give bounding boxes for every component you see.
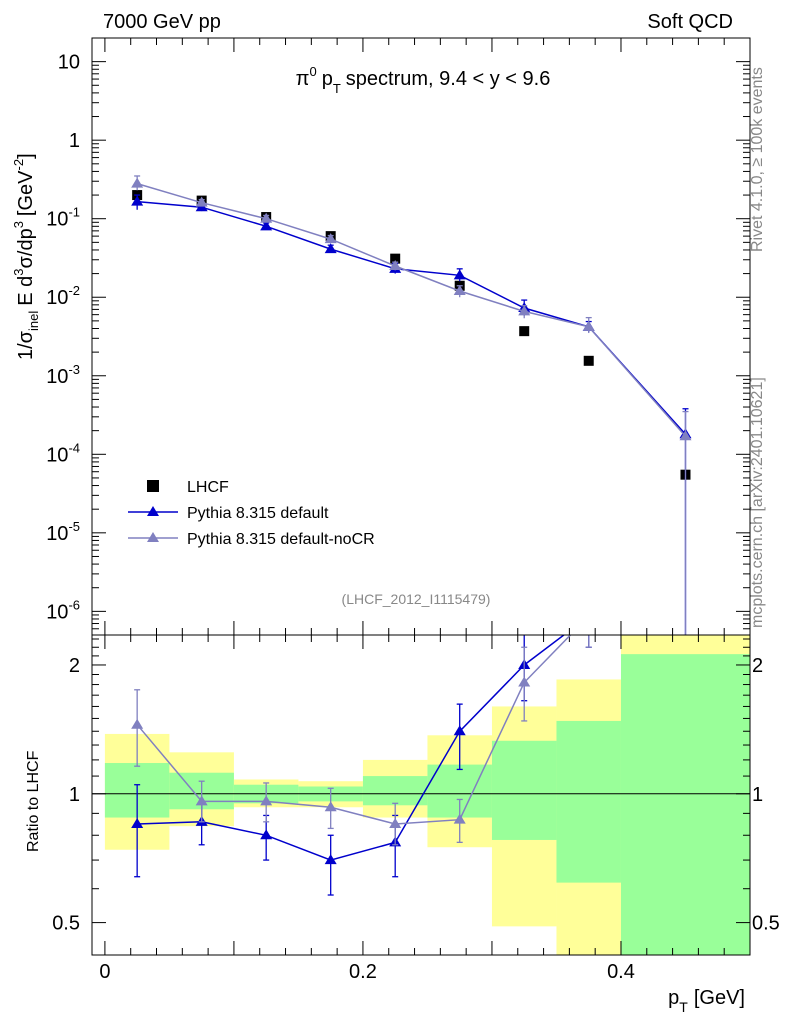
chart-title: π0 pT spectrum, 9.4 < y < 9.6 xyxy=(296,64,551,96)
mc-data-point xyxy=(453,285,466,296)
ratio-y-tick-label-right: 1 xyxy=(752,784,763,806)
ratio-data-point xyxy=(195,795,208,806)
legend-label-lhcf: LHCF xyxy=(187,479,229,496)
mc-data-point xyxy=(131,177,144,188)
mc-data-point xyxy=(582,320,595,331)
x-axis-label: pT [GeV] xyxy=(668,987,745,1015)
lhcf-data-point xyxy=(583,355,594,366)
mc-data-point xyxy=(260,220,273,231)
ratio-data-point xyxy=(583,610,595,620)
mc-data-point xyxy=(453,269,466,280)
rivet-label: Rivet 4.1.0, ≥ 100k events xyxy=(749,67,766,252)
ratio-plot-frame xyxy=(91,634,751,956)
ratio-y-tick-label-left: 2 xyxy=(69,655,80,677)
band-inner xyxy=(556,720,621,883)
ratio-line-default xyxy=(137,635,566,861)
legend-label-default: Pythia 8.315 default xyxy=(187,505,329,522)
ratio-data-point xyxy=(131,817,144,828)
ratio-y-tick-label-left: 1 xyxy=(69,784,80,806)
header-left: 7000 GeV pp xyxy=(103,11,221,33)
legend-marker-default xyxy=(147,506,159,516)
ratio-y-tick-label-right: 2 xyxy=(752,655,763,677)
x-tick-label: 0.2 xyxy=(349,961,377,983)
legend-marker-lhcf xyxy=(147,480,159,492)
legend-marker-nocr xyxy=(147,532,159,542)
ratio-y-tick-label-right: 0.5 xyxy=(752,913,780,935)
series-line-nocr xyxy=(136,182,687,437)
x-tick-label: 0 xyxy=(99,961,110,983)
series-line-default xyxy=(137,200,687,435)
legend-label-nocr: Pythia 8.315 default-noCR xyxy=(187,531,375,548)
lhcf-data-point xyxy=(390,253,401,264)
legend: LHCF Pythia 8.315 default Pythia 8.315 d… xyxy=(128,479,375,548)
main-plot: 10-6 10-5 10-4 10-3 10-2 10-1 1 10 π0 pT spectrum… xyxy=(11,37,751,636)
main-axis-ticks: 10-6 10-5 10-4 10-3 10-2 10-1 1 10 xyxy=(46,37,751,636)
ratio-plot: 0.5 0.5 1 1 2 2 0 0.2 0.4 Ratio to LHCF pT [GeV] xyxy=(25,610,780,1015)
y-tick-label: 1 xyxy=(69,130,80,152)
mc-data-point xyxy=(131,195,144,206)
mc-data-point xyxy=(324,233,337,244)
x-tick-label: 0.4 xyxy=(607,961,635,983)
band-inner xyxy=(491,740,557,840)
mc-data-point xyxy=(195,196,208,207)
ratio-y-tick-label-left: 0.5 xyxy=(52,913,80,935)
y-tick-label: 10-4 xyxy=(46,440,80,466)
analysis-watermark: (LHCF_2012_I1115479) xyxy=(342,591,491,607)
mc-data-point xyxy=(389,259,402,270)
band-inner xyxy=(362,776,428,806)
ratio-data-point xyxy=(324,854,337,865)
ratio-line-nocr xyxy=(136,635,572,825)
lhcf-data-point xyxy=(519,326,530,337)
ratio-data-point xyxy=(453,725,466,736)
mc-data-point xyxy=(260,212,273,223)
header-right: Soft QCD xyxy=(647,11,733,33)
y-tick-label: 10-3 xyxy=(46,362,80,388)
ratio-data-point xyxy=(453,813,466,824)
y-tick-label: 10-1 xyxy=(46,205,80,231)
y-tick-label: 10-6 xyxy=(46,597,80,623)
ratio-data-point xyxy=(260,829,273,840)
mc-data-point xyxy=(324,243,337,254)
band-inner xyxy=(620,654,750,955)
ratio-data-layer xyxy=(131,610,595,896)
ratio-data-point xyxy=(324,801,337,812)
y-tick-label: 10-2 xyxy=(46,283,80,309)
main-y-axis-label: 1/σinelE d3σ/dp3[GeV-2] xyxy=(11,153,41,360)
ratio-y-axis-label: Ratio to LHCF xyxy=(25,750,42,852)
main-data-layer xyxy=(131,175,692,635)
ratio-data-point xyxy=(389,817,402,828)
ratio-data-point xyxy=(131,718,144,729)
ratio-data-point xyxy=(260,795,273,806)
ratio-data-point xyxy=(518,676,531,687)
y-tick-label: 10-5 xyxy=(46,519,80,545)
mcplots-label: mcplots.cern.ch [arXiv:2401.10621] xyxy=(749,377,766,628)
mc-data-point xyxy=(518,305,531,316)
ratio-data-point xyxy=(583,610,595,620)
y-tick-label: 10 xyxy=(58,52,80,74)
mc-data-point xyxy=(679,430,692,441)
